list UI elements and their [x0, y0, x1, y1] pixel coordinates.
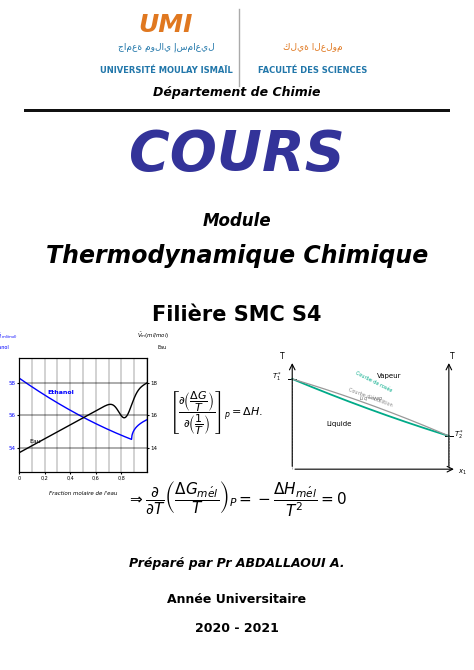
Text: UMI: UMI [139, 13, 193, 37]
Text: COURS: COURS [129, 129, 345, 182]
Text: 2020 - 2021: 2020 - 2021 [195, 622, 279, 635]
Text: $\bar{V}_{(ml/mol)}$: $\bar{V}_{(ml/mol)}$ [0, 332, 18, 341]
Text: T: T [280, 352, 284, 361]
Text: T: T [450, 352, 455, 361]
Text: جامعة مولاي إسماعيل: جامعة مولاي إسماعيل [118, 43, 214, 52]
Text: Eau: Eau [29, 439, 41, 444]
Text: Liquide: Liquide [327, 421, 352, 427]
Text: Filière SMC S4: Filière SMC S4 [152, 306, 322, 325]
Text: $\Rightarrow \dfrac{\partial}{\partial T}\left(\dfrac{\Delta G_{m\acute{e}l}}{T}: $\Rightarrow \dfrac{\partial}{\partial T… [127, 479, 347, 519]
Text: Ethanol: Ethanol [47, 390, 74, 395]
Text: Préparé par Pr ABDALLAOUI A.: Préparé par Pr ABDALLAOUI A. [129, 557, 345, 570]
Text: Module: Module [203, 212, 271, 230]
Text: Eau: Eau [157, 345, 166, 350]
Text: $T_1^*$: $T_1^*$ [272, 371, 282, 385]
Text: $Liq = vap$: $Liq = vap$ [359, 394, 383, 403]
Text: كلية العلوم: كلية العلوم [283, 43, 343, 52]
Text: UNIVERSITÉ MOULAY ISMAÏL: UNIVERSITÉ MOULAY ISMAÏL [100, 66, 232, 76]
Text: Vapeur: Vapeur [377, 373, 401, 379]
Text: $x_1$: $x_1$ [458, 467, 467, 476]
X-axis label: Fraction molaire de l'eau: Fraction molaire de l'eau [49, 490, 117, 496]
Text: Thermodynamique Chimique: Thermodynamique Chimique [46, 244, 428, 268]
Text: $\bar{V}_{m}(ml/mol)$: $\bar{V}_{m}(ml/mol)$ [137, 331, 169, 341]
Text: Ethanol: Ethanol [0, 345, 9, 350]
Text: Département de Chimie: Département de Chimie [153, 86, 321, 98]
Text: $\left[\dfrac{\partial\left(\dfrac{\Delta G}{T}\right)}{\partial\left(\dfrac{1}{: $\left[\dfrac{\partial\left(\dfrac{\Delt… [169, 390, 263, 437]
Text: $T_2^*$: $T_2^*$ [454, 428, 464, 442]
Text: Courbe de rosée: Courbe de rosée [355, 371, 393, 393]
Text: FACULTÉ DES SCIENCES: FACULTÉ DES SCIENCES [258, 66, 367, 76]
Text: Courbe d'ébullition: Courbe d'ébullition [348, 387, 393, 408]
Text: Année Universitaire: Année Universitaire [167, 593, 307, 606]
